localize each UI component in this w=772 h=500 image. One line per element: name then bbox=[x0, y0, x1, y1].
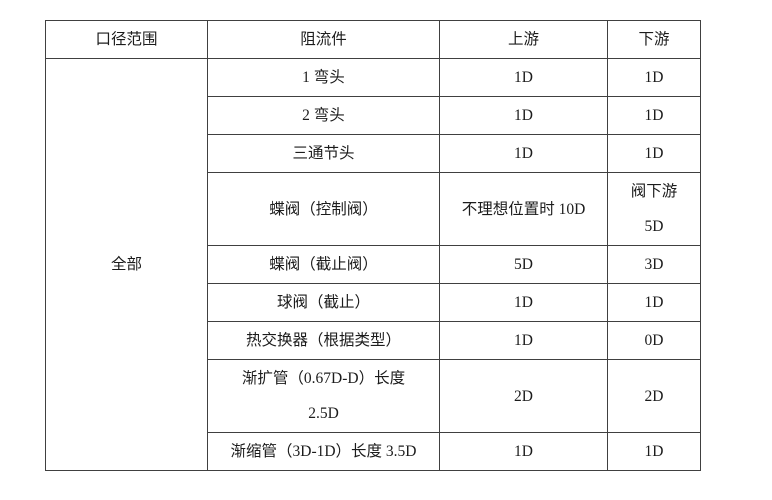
column-header-diameter-range: 口径范围 bbox=[45, 20, 208, 59]
table-row: 三通节头 1D 1D bbox=[46, 134, 701, 173]
cell-upstream: 不理想位置时 10D bbox=[439, 172, 608, 246]
cell-downstream: 1D bbox=[607, 432, 701, 471]
table-row: 2 弯头 1D 1D bbox=[46, 96, 701, 135]
cell-component: 热交换器（根据类型） bbox=[207, 321, 440, 360]
cell-downstream: 0D bbox=[607, 321, 701, 360]
cell-upstream: 1D bbox=[439, 58, 608, 97]
cell-upstream: 1D bbox=[439, 96, 608, 135]
table-row: 蝶阀（截止阀） 5D 3D bbox=[46, 245, 701, 284]
cell-diameter-range-all: 全部 bbox=[45, 58, 208, 471]
cell-upstream: 5D bbox=[439, 245, 608, 284]
column-header-downstream: 下游 bbox=[607, 20, 701, 59]
cell-downstream: 1D bbox=[607, 96, 701, 135]
cell-component: 蝶阀（控制阀） bbox=[207, 172, 440, 246]
cell-downstream: 2D bbox=[607, 359, 701, 433]
cell-upstream: 1D bbox=[439, 134, 608, 173]
flow-resistance-table: 口径范围 阻流件 上游 下游 全部 1 弯头 1D 1D 2 弯头 1D 1D … bbox=[45, 20, 701, 471]
cell-component: 2 弯头 bbox=[207, 96, 440, 135]
table-row: 蝶阀（控制阀） 不理想位置时 10D 阀下游 5D bbox=[46, 172, 701, 246]
cell-component: 渐缩管（3D-1D）长度 3.5D bbox=[207, 432, 440, 471]
cell-downstream: 阀下游 5D bbox=[607, 172, 701, 246]
cell-component: 球阀（截止） bbox=[207, 283, 440, 322]
cell-component: 蝶阀（截止阀） bbox=[207, 245, 440, 284]
cell-downstream: 1D bbox=[607, 134, 701, 173]
cell-upstream: 1D bbox=[439, 432, 608, 471]
cell-component: 渐扩管（0.67D-D）长度 2.5D bbox=[207, 359, 440, 433]
cell-upstream: 2D bbox=[439, 359, 608, 433]
column-header-flow-component: 阻流件 bbox=[207, 20, 440, 59]
table-row: 渐缩管（3D-1D）长度 3.5D 1D 1D bbox=[46, 432, 701, 471]
cell-downstream: 3D bbox=[607, 245, 701, 284]
header-row: 口径范围 阻流件 上游 下游 bbox=[45, 20, 701, 59]
cell-upstream: 1D bbox=[439, 321, 608, 360]
cell-component: 三通节头 bbox=[207, 134, 440, 173]
cell-downstream: 1D bbox=[607, 58, 701, 97]
table-row: 热交换器（根据类型） 1D 0D bbox=[46, 321, 701, 360]
cell-upstream: 1D bbox=[439, 283, 608, 322]
cell-component: 1 弯头 bbox=[207, 58, 440, 97]
table-row: 渐扩管（0.67D-D）长度 2.5D 2D 2D bbox=[46, 359, 701, 433]
cell-downstream: 1D bbox=[607, 283, 701, 322]
table-row: 全部 1 弯头 1D 1D bbox=[45, 58, 701, 471]
column-header-upstream: 上游 bbox=[439, 20, 608, 59]
table-row: 球阀（截止） 1D 1D bbox=[46, 283, 701, 322]
